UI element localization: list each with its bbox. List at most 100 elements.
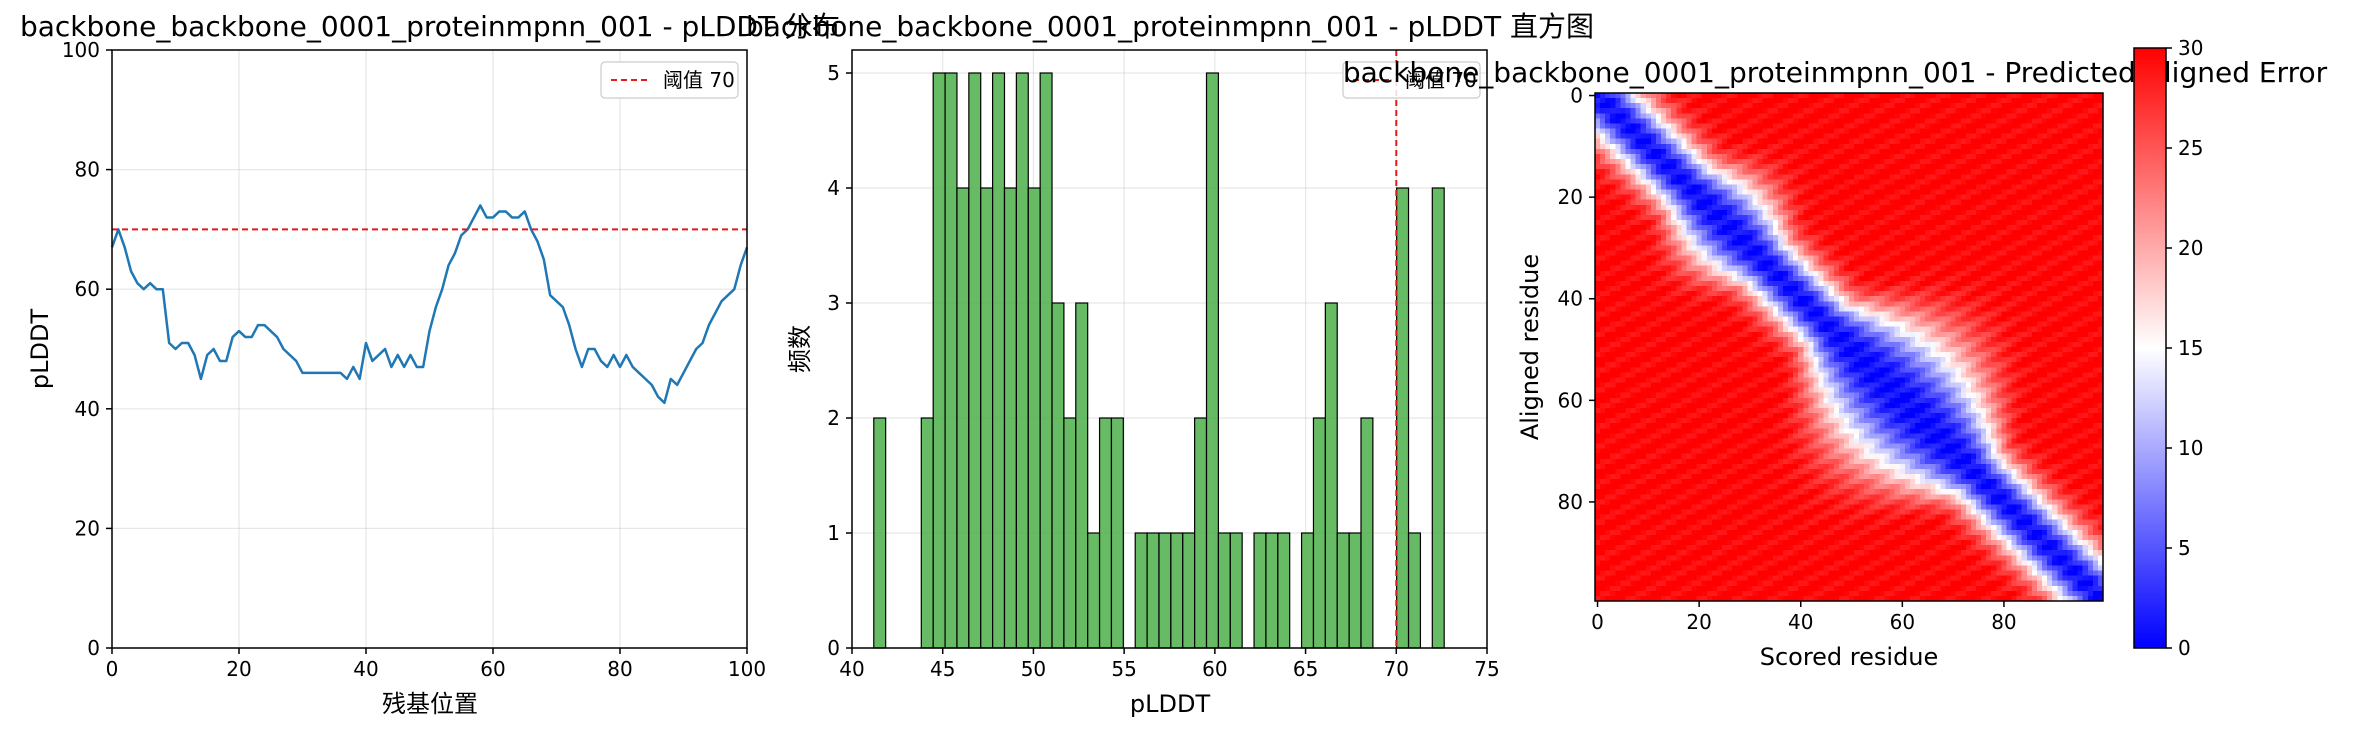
y-tick-label: 40	[75, 397, 100, 421]
x-tick-label: 60	[1890, 610, 1915, 634]
y-tick-label: 20	[1558, 185, 1583, 209]
x-tick-label: 45	[930, 657, 955, 681]
histogram-x-ticks: 40 45 50 55 60 65 70 75	[839, 648, 1500, 681]
x-tick-label: 40	[1788, 610, 1813, 634]
histogram-bar	[1407, 532, 1422, 649]
histogram-bar	[1134, 532, 1148, 649]
y-tick-label: 60	[75, 277, 100, 301]
histogram-legend: 阈值 70	[1342, 61, 1481, 99]
x-tick-label: 50	[1021, 657, 1046, 681]
line-chart-y-ticks: 0 20 40 60 80 100	[62, 38, 112, 660]
y-tick-label: 5	[827, 61, 840, 85]
y-tick-label: 0	[1570, 84, 1583, 108]
x-tick-label: 100	[728, 657, 766, 681]
colorbar-ticks: 0 5 10 15 20 25 30	[2166, 36, 2203, 660]
heatmap-y-label: Aligned residue	[1516, 254, 1544, 440]
colorbar-tick-label: 0	[2178, 636, 2191, 660]
x-tick-label: 80	[1991, 610, 2016, 634]
histogram-title: backbone_backbone_0001_proteinmpnn_001 -…	[746, 10, 1594, 43]
legend-threshold-label: 阈值 70	[663, 68, 735, 92]
histogram-bar	[1182, 532, 1196, 649]
y-tick-label: 80	[1558, 490, 1583, 514]
x-tick-label: 60	[1202, 657, 1227, 681]
pae-heatmap	[1595, 93, 2103, 601]
plddt-line	[110, 204, 749, 405]
line-chart-y-label: pLDDT	[26, 309, 54, 390]
colorbar-tick-label: 15	[2178, 336, 2203, 360]
y-tick-label: 60	[1558, 388, 1583, 412]
line-chart-grid	[111, 49, 748, 649]
heatmap-x-ticks: 0 20 40 60 80	[1591, 601, 2017, 634]
x-tick-label: 65	[1293, 657, 1318, 681]
legend-box	[1342, 61, 1481, 99]
histogram-bar	[1324, 302, 1338, 649]
histogram-bar	[1205, 72, 1219, 649]
histogram-bar	[1098, 417, 1113, 649]
colorbar-tick-label: 30	[2178, 36, 2203, 60]
histogram-bar	[1110, 417, 1124, 649]
histogram-bar	[1277, 532, 1291, 649]
heatmap-colorbar: 0 5 10 15 20 25 30	[2133, 36, 2203, 660]
x-tick-label: 60	[480, 657, 505, 681]
y-tick-label: 3	[827, 291, 840, 315]
histogram-bar	[1312, 417, 1326, 649]
colorbar-gradient	[2133, 47, 2167, 649]
line-chart-title: backbone_backbone_0001_proteinmpnn_001 -…	[20, 10, 840, 43]
x-tick-label: 75	[1474, 657, 1499, 681]
histogram-bar	[1253, 532, 1267, 649]
histogram-bar	[1051, 302, 1065, 649]
histogram-bar	[920, 417, 934, 649]
histogram-bar	[1170, 532, 1184, 649]
histogram-bar	[1003, 187, 1017, 649]
histogram-bar	[1396, 187, 1410, 649]
x-tick-label: 70	[1384, 657, 1409, 681]
heatmap-y-ticks: 0 20 40 60 80	[1558, 84, 1595, 514]
y-tick-label: 40	[1558, 287, 1583, 311]
histogram-bar	[1336, 532, 1350, 649]
histogram-bar	[1360, 417, 1374, 649]
histogram-frame	[851, 49, 1488, 649]
histogram-x-label: pLDDT	[1130, 690, 1211, 718]
histogram-bar	[1348, 532, 1362, 649]
histogram-bar	[1300, 532, 1315, 649]
y-tick-label: 0	[87, 636, 100, 660]
histogram-bar	[1431, 187, 1445, 649]
histogram-plot	[873, 50, 1445, 649]
x-tick-label: 40	[839, 657, 864, 681]
histogram-bar	[956, 187, 970, 649]
x-tick-label: 20	[1686, 610, 1711, 634]
y-tick-label: 80	[75, 158, 100, 182]
histogram-bar	[1039, 72, 1053, 649]
histogram-bar	[968, 72, 982, 649]
y-tick-label: 0	[827, 636, 840, 660]
heatmap-title: backbone_backbone_0001_proteinmpnn_001 -…	[1343, 56, 2328, 89]
histogram-bar	[873, 417, 887, 649]
x-tick-label: 55	[1111, 657, 1136, 681]
histogram-bar	[932, 72, 946, 649]
pae-matrix-image	[1595, 93, 2103, 601]
histogram-bar	[1194, 417, 1208, 649]
legend-threshold-label: 阈值 70	[1405, 68, 1477, 92]
y-tick-label: 100	[62, 38, 100, 62]
x-tick-label: 20	[226, 657, 251, 681]
histogram-bar	[1087, 532, 1101, 649]
line-chart-frame	[111, 49, 748, 649]
histogram-bar	[1158, 532, 1172, 649]
heatmap-x-label: Scored residue	[1760, 643, 1939, 671]
histogram-bar	[1015, 72, 1029, 649]
line-chart-x-ticks: 0 20 40 60 80 100	[106, 648, 766, 681]
x-tick-label: 80	[607, 657, 632, 681]
histogram-bar	[944, 72, 958, 649]
x-tick-label: 0	[1591, 610, 1604, 634]
histogram-bar	[1265, 532, 1279, 649]
histogram-bar	[1229, 532, 1243, 649]
histogram-bar	[980, 187, 994, 649]
histogram-bar	[1217, 532, 1231, 649]
line-chart-plot	[110, 204, 749, 405]
y-tick-label: 2	[827, 406, 840, 430]
y-tick-label: 20	[75, 516, 100, 540]
histogram-bar	[992, 72, 1006, 649]
histogram-y-ticks: 0 1 2 3 4 5	[827, 61, 852, 660]
